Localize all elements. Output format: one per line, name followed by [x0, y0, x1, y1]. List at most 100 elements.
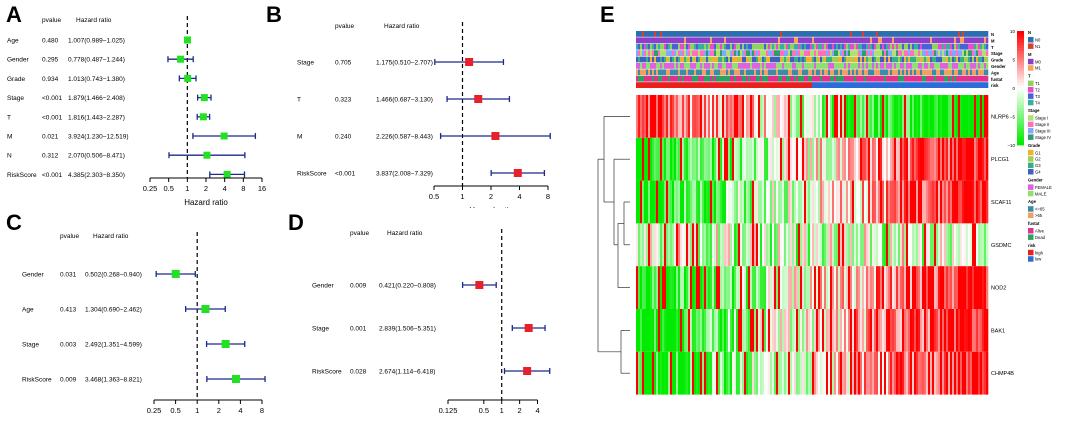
- heatmap-cell: [788, 266, 791, 309]
- annotation-cell: [700, 82, 703, 88]
- annotation-cell: [734, 69, 737, 76]
- annotation-cell: [678, 31, 681, 37]
- heatmap-cell: [730, 137, 733, 181]
- legend-item-label: >65: [1035, 213, 1043, 218]
- heatmap-cell: [686, 137, 689, 181]
- heatmap-cell: [866, 351, 869, 395]
- annotation-cell: [978, 69, 981, 76]
- color-scale-segment: [1017, 85, 1024, 89]
- annotation-cell: [760, 56, 763, 63]
- heatmap-cell: [692, 266, 695, 309]
- heatmap-cell: [954, 223, 957, 267]
- annotation-cell: [858, 37, 861, 44]
- annotation-cell: [698, 37, 701, 44]
- annotation-cell: [900, 31, 903, 37]
- annotation-cell: [980, 50, 983, 56]
- x-axis-title: Hazard ratio: [184, 198, 228, 207]
- annotation-cell: [832, 56, 835, 63]
- annotation-cell: [856, 31, 859, 37]
- annotation-cell: [890, 50, 893, 56]
- heatmap-cell: [978, 180, 981, 224]
- annotation-cell: [928, 69, 931, 76]
- heatmap-cell: [968, 351, 971, 395]
- heatmap-cell: [690, 137, 693, 181]
- annotation-cell: [838, 37, 841, 44]
- annotation-cell: [840, 82, 843, 88]
- annotation-cell: [816, 56, 819, 63]
- heatmap-cell: [856, 351, 859, 395]
- x-tick-label: 1: [195, 406, 199, 415]
- annotation-cell: [858, 75, 861, 82]
- annotation-cell: [680, 37, 683, 44]
- annotation-cell: [790, 56, 793, 63]
- annotation-cell: [976, 43, 979, 50]
- heatmap-cell: [708, 95, 711, 138]
- heatmap-cell: [864, 309, 867, 352]
- annotation-cell: [864, 82, 867, 88]
- annotation-cell: [866, 31, 869, 37]
- heatmap-cell: [824, 95, 827, 138]
- row-pvalue: 0.003: [60, 342, 77, 349]
- heatmap-cell: [898, 351, 901, 395]
- annotation-cell: [708, 43, 711, 50]
- annotation-cell: [644, 82, 647, 88]
- heatmap-cell: [942, 309, 945, 352]
- annotation-cell: [670, 31, 673, 37]
- heatmap-cell: [782, 266, 785, 309]
- heatmap-cell: [704, 266, 707, 309]
- annotation-cell: [892, 37, 895, 44]
- annotation-cell: [946, 43, 949, 50]
- heatmap-cell: [984, 266, 987, 309]
- annotation-cell: [766, 82, 769, 88]
- heatmap-cell: [884, 266, 887, 309]
- heatmap-cell: [706, 137, 709, 181]
- annotation-cell: [912, 56, 915, 63]
- annotation-cell: [682, 69, 685, 76]
- heatmap-cell: [668, 223, 671, 267]
- annotation-cell: [784, 37, 787, 44]
- annotation-cell: [748, 43, 751, 50]
- heatmap-cell: [650, 351, 653, 395]
- annotation-cell: [782, 69, 785, 76]
- heatmap-cell: [688, 351, 691, 395]
- annotation-cell: [912, 31, 915, 37]
- heatmap-cell: [832, 266, 835, 309]
- annotation-cell: [680, 31, 683, 37]
- annotation-cell: [866, 63, 869, 69]
- annotation-cell: [846, 56, 849, 63]
- heatmap-cell: [792, 137, 795, 181]
- heatmap-cell: [780, 180, 783, 224]
- heatmap-cell: [758, 223, 761, 267]
- heatmap-cell: [772, 223, 775, 267]
- color-scale-segment: [1017, 99, 1024, 103]
- heatmap-cell: [872, 309, 875, 352]
- annotation-cell: [968, 43, 971, 50]
- annotation-cell: [664, 43, 667, 50]
- annotation-cell: [794, 31, 797, 37]
- heatmap-cell: [720, 266, 723, 309]
- annotation-cell: [702, 75, 705, 82]
- annotation-cell: [948, 69, 951, 76]
- heatmap-cell: [898, 223, 901, 267]
- heatmap-cell: [910, 137, 913, 181]
- heatmap-cell: [834, 95, 837, 138]
- heatmap-cell: [824, 137, 827, 181]
- heatmap-cell: [680, 95, 683, 138]
- heatmap-cell: [848, 309, 851, 352]
- heatmap-cell: [790, 223, 793, 267]
- heatmap-cell: [820, 309, 823, 352]
- annotation-cell: [682, 63, 685, 69]
- heatmap-cell: [666, 266, 669, 309]
- heatmap-cell: [704, 351, 707, 395]
- heatmap-cell: [744, 137, 747, 181]
- heatmap-cell: [730, 266, 733, 309]
- annotation-cell: [692, 43, 695, 50]
- annotation-cell: [776, 43, 779, 50]
- heatmap-cell: [970, 223, 973, 267]
- annotation-cell: [688, 82, 691, 88]
- heatmap-cell: [814, 223, 817, 267]
- annotation-cell: [646, 31, 649, 37]
- heatmap-cell: [660, 137, 663, 181]
- heatmap-cell: [886, 351, 889, 395]
